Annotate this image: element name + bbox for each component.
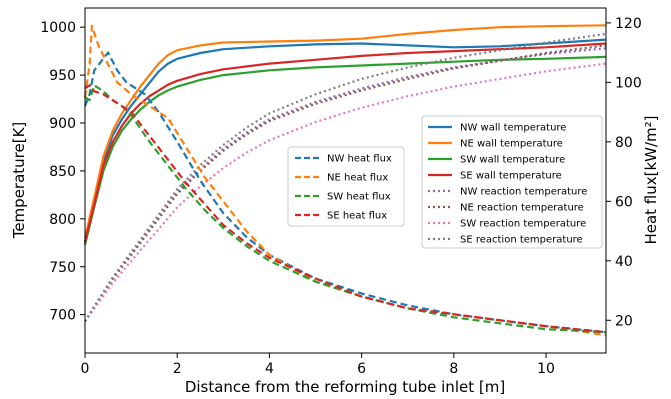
x-axis-title: Distance from the reforming tube inlet [… — [185, 378, 505, 396]
heat-flux-line-1 — [83, 24, 607, 337]
right-y-tick-label-4: 100 — [615, 75, 642, 91]
temperature-legend-label-2: SW wall temperature — [460, 155, 565, 166]
temperature-legend-label-3: SE wall temperature — [460, 171, 562, 182]
left-y-tick-label-2: 800 — [49, 212, 76, 228]
right-y-tick-label-3: 80 — [615, 135, 633, 151]
temperature-line-2 — [83, 55, 607, 245]
temperature-legend-label-4: NW reaction temperature — [460, 187, 587, 198]
x-tick-label-2: 4 — [265, 361, 274, 377]
x-tick-label-3: 6 — [357, 361, 366, 377]
plot-frame — [84, 7, 607, 354]
x-tick-label-4: 8 — [449, 361, 458, 377]
axes-layer — [84, 7, 607, 354]
x-tick-label-1: 2 — [173, 361, 182, 377]
heat-flux-legend-label-2: SW heat flux — [327, 192, 391, 203]
left-y-tick-label-4: 900 — [49, 116, 76, 132]
right-y-axis-title: Heat flux[kW/m²] — [642, 115, 660, 244]
temperature-legend-label-0: NW wall temperature — [460, 123, 566, 134]
temperature-line-5 — [84, 44, 607, 323]
left-y-tick-label-1: 750 — [49, 260, 76, 276]
heat-flux-legend-label-1: NE heat flux — [327, 173, 388, 184]
heat-flux-line-3 — [84, 84, 607, 334]
temperature-line-6 — [84, 62, 607, 323]
left-y-tick-label-0: 700 — [49, 308, 76, 324]
temperature-line-0 — [83, 38, 607, 244]
right-y-axis: 20 40 60 80 100 120 — [606, 16, 642, 329]
left-y-tick-label-3: 850 — [49, 164, 76, 180]
temperature-legend: NW wall temperature NE wall temperature SW… — [421, 115, 603, 249]
right-y-tick-label-1: 40 — [615, 254, 633, 270]
temperature-legend-label-7: SE reaction temperature — [460, 235, 583, 246]
temperature-legend-label-5: NE reaction temperature — [460, 203, 584, 214]
left-y-tick-label-5: 950 — [49, 68, 76, 84]
heat-flux-legend-label-0: NW heat flux — [327, 154, 392, 165]
x-tick-label-5: 10 — [537, 361, 555, 377]
temperature-legend-label-6: SW reaction temperature — [460, 219, 586, 230]
temperature-line-3 — [83, 42, 607, 243]
heat-flux-legend: NW heat flux NE heat flux SW heat flux SE h… — [287, 146, 405, 227]
right-y-tick-label-2: 60 — [615, 194, 633, 210]
left-y-tick-label-6: 1000 — [40, 20, 76, 36]
right-y-tick-label-0: 20 — [615, 313, 633, 329]
series-layer — [83, 24, 607, 337]
right-y-axis-title-text: Heat flux[kW/m²] — [642, 115, 660, 244]
heat-flux-legend-label-3: SE heat flux — [327, 211, 387, 222]
heat-flux-line-2 — [84, 84, 607, 334]
x-axis: 0 2 4 6 8 10 — [81, 353, 555, 377]
right-y-tick-label-5: 120 — [615, 16, 642, 32]
left-y-axis: 700 750 800 850 900 950 1000 — [40, 20, 85, 324]
left-y-axis-title: Temperature[K] — [10, 122, 28, 240]
x-tick-label-0: 0 — [81, 361, 90, 377]
temperature-legend-box — [421, 115, 603, 249]
temperature-line-1 — [83, 24, 607, 239]
heat-flux-legend-box — [287, 146, 405, 227]
temperature-legend-label-1: NE wall temperature — [460, 139, 563, 150]
